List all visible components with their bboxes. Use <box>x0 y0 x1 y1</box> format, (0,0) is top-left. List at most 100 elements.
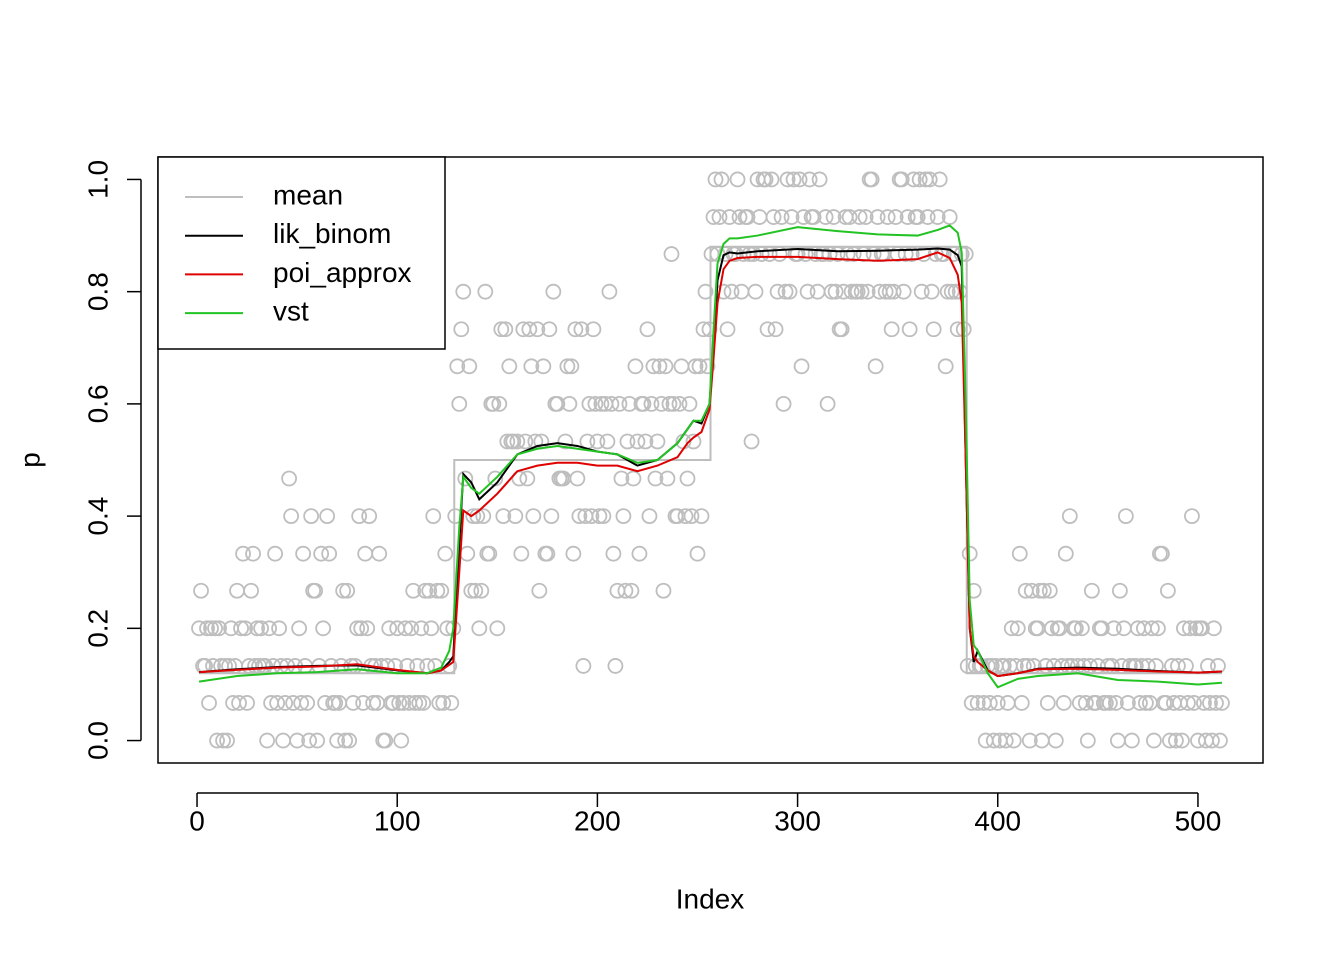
point <box>849 283 866 300</box>
point <box>853 283 870 300</box>
point <box>353 620 370 637</box>
point <box>321 545 338 562</box>
point <box>671 395 688 412</box>
point <box>893 171 910 188</box>
point <box>1178 658 1194 674</box>
point <box>463 582 480 599</box>
point <box>541 321 558 338</box>
point <box>1057 545 1074 562</box>
point <box>1123 732 1140 749</box>
point <box>573 321 590 338</box>
point <box>545 283 562 300</box>
point <box>767 321 784 338</box>
series-line <box>198 251 1223 678</box>
point <box>1035 582 1052 599</box>
legend-label: mean <box>273 179 343 210</box>
point <box>1115 620 1132 637</box>
point <box>895 283 912 300</box>
point <box>769 283 786 300</box>
point <box>779 171 796 188</box>
point <box>827 283 844 300</box>
point <box>1186 695 1202 711</box>
point <box>867 358 884 375</box>
point <box>1214 695 1230 711</box>
point <box>705 209 722 225</box>
point <box>303 508 320 525</box>
point <box>295 545 312 562</box>
point <box>443 695 460 711</box>
x-tick-label: 100 <box>374 805 421 836</box>
point <box>1061 508 1078 525</box>
y-tick-label: 0.2 <box>82 609 113 648</box>
point <box>683 508 700 525</box>
point <box>489 620 506 637</box>
point <box>685 433 702 450</box>
point <box>649 433 666 450</box>
point <box>291 620 308 637</box>
point <box>497 321 514 338</box>
point <box>491 395 508 412</box>
point <box>1055 695 1072 711</box>
y-tick-label: 0.8 <box>82 272 113 311</box>
point <box>237 620 253 637</box>
point <box>713 171 730 188</box>
point <box>623 582 640 599</box>
point <box>231 695 247 711</box>
point <box>567 321 584 338</box>
point <box>647 470 664 487</box>
point <box>1097 695 1114 711</box>
point <box>1184 508 1200 525</box>
plot-frame <box>157 156 1264 764</box>
point <box>851 209 868 225</box>
point <box>509 433 526 450</box>
point <box>501 358 518 375</box>
point <box>349 620 366 637</box>
point <box>655 582 672 599</box>
point <box>275 732 292 749</box>
x-tick-label: 0 <box>189 805 205 836</box>
legend-label: vst <box>273 295 309 326</box>
point <box>493 321 510 338</box>
point <box>677 508 694 525</box>
point <box>289 732 306 749</box>
point <box>1003 620 1020 637</box>
point <box>1137 695 1154 711</box>
point <box>913 283 930 300</box>
point <box>407 695 424 711</box>
y-axis-label: p <box>14 452 45 468</box>
point <box>1021 732 1038 749</box>
point <box>1146 732 1162 749</box>
point <box>413 620 430 637</box>
point <box>431 695 448 711</box>
point <box>795 209 812 225</box>
point <box>1105 620 1122 637</box>
point <box>309 732 326 749</box>
point <box>361 508 378 525</box>
point <box>329 732 346 749</box>
point <box>731 209 748 225</box>
point <box>999 695 1016 711</box>
point <box>615 508 632 525</box>
point <box>747 283 764 300</box>
point <box>525 508 542 525</box>
point <box>1196 695 1212 711</box>
point <box>557 433 574 450</box>
point <box>625 470 642 487</box>
point <box>943 283 960 300</box>
point <box>603 395 620 412</box>
point <box>877 283 894 300</box>
point <box>1119 695 1136 711</box>
legend-label: poi_approx <box>273 257 412 288</box>
point <box>699 358 716 375</box>
point <box>639 321 656 338</box>
point <box>453 321 470 338</box>
point <box>969 695 986 711</box>
point <box>1011 545 1028 562</box>
point <box>571 508 588 525</box>
point <box>433 582 450 599</box>
point <box>1047 732 1064 749</box>
point <box>265 658 282 674</box>
point <box>777 283 794 300</box>
point <box>687 358 704 375</box>
point <box>477 283 494 300</box>
